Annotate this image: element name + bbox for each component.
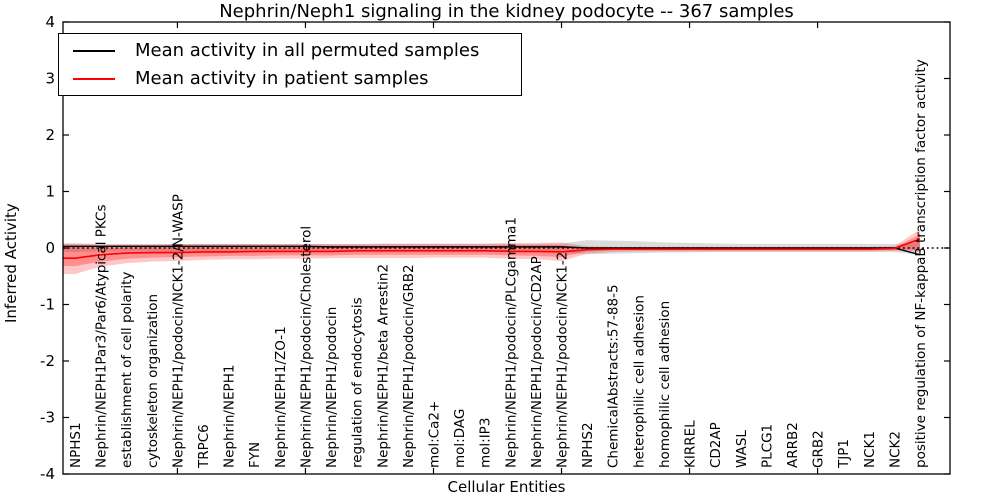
category-label: ChemicalAbstracts:57-88-5	[606, 284, 622, 468]
y-tick-label: 2	[45, 126, 55, 144]
category-label: Nephrin/NEPH1/podocin/NCK1-2/N-WASP	[170, 194, 186, 468]
legend-label-permuted: Mean activity in all permuted samples	[135, 39, 480, 61]
category-label: positive regulation of NF-kappaB transcr…	[913, 59, 929, 468]
y-tick-label: 1	[45, 183, 55, 201]
y-tick-labels: -4 -3 -2 -1 0 1 2 3 4	[40, 13, 55, 483]
x-category-labels: NPHS1 Nephrin/NEPH1Par3/Par6/Atypical PKC…	[68, 59, 929, 469]
patient-line-swatch	[73, 77, 115, 80]
y-tick-label: 4	[45, 13, 55, 31]
category-label: Nephrin/NEPH1/podocin	[324, 307, 340, 468]
category-label: NPHS1	[68, 422, 84, 468]
category-label: NCK1	[862, 431, 878, 468]
category-label: FYN	[247, 442, 263, 468]
legend-label-patient: Mean activity in patient samples	[135, 67, 429, 89]
category-label: Nephrin/NEPH1Par3/Par6/Atypical PKCs	[94, 204, 110, 468]
category-label: cytoskeleton organization	[145, 294, 161, 468]
y-tick-label: -2	[40, 352, 55, 370]
category-label: PLCG1	[759, 424, 775, 468]
y-tick-label: -1	[40, 296, 55, 314]
patient-mean-line	[63, 238, 921, 259]
category-label: TRPC6	[196, 424, 212, 469]
category-label: heterophilic cell adhesion	[631, 295, 647, 468]
category-label: mol:IP3	[478, 418, 494, 468]
permuted-mean-line	[63, 245, 921, 256]
category-label: ARRB2	[785, 422, 801, 468]
category-label: Nephrin/NEPH1/podocin/PLCgamma1	[503, 217, 519, 468]
y-tick-label: -4	[40, 465, 55, 483]
x-axis-label: Cellular Entities	[447, 478, 566, 496]
category-label: TJP1	[836, 439, 852, 469]
category-label: Nephrin/NEPH1/podocin/Cholesterol	[298, 226, 314, 468]
y-tick-label: 3	[45, 70, 55, 88]
category-label: WASL	[734, 430, 750, 468]
category-label: Nephrin/NEPH1/podocin/NCK1-2	[555, 252, 571, 468]
category-label: homophilic cell adhesion	[657, 301, 673, 468]
category-label: mol:DAG	[452, 409, 468, 468]
category-label: establishment of cell polarity	[119, 272, 135, 468]
legend-entry-permuted: Mean activity in all permuted samples	[59, 39, 521, 63]
category-label: KIRREL	[683, 420, 699, 468]
category-label: Nephrin/NEPH1/podocin/CD2AP	[529, 256, 545, 468]
category-label: GRB2	[811, 430, 827, 468]
category-label: Nephrin/NEPH1	[222, 365, 238, 468]
category-label: NCK2	[887, 431, 903, 468]
category-label: regulation of endocytosis	[350, 297, 366, 468]
category-label: NPHS2	[580, 422, 596, 468]
y-tick-label: 0	[45, 239, 55, 257]
y-tick-label: -3	[40, 409, 55, 427]
legend-entry-patient: Mean activity in patient samples	[59, 67, 521, 91]
chart-title: Nephrin/Neph1 signaling in the kidney po…	[219, 1, 794, 22]
permuted-line-swatch	[73, 49, 115, 52]
category-label: Nephrin/NEPH1/beta Arrestin2	[375, 264, 391, 468]
category-label: Nephrin/NEPH1/ZO-1	[273, 326, 289, 468]
category-label: mol:Ca2+	[426, 401, 442, 468]
legend: Mean activity in all permuted samples Me…	[58, 33, 522, 96]
category-label: CD2AP	[708, 422, 724, 468]
category-label: Nephrin/NEPH1/podocin/GRB2	[401, 264, 417, 468]
